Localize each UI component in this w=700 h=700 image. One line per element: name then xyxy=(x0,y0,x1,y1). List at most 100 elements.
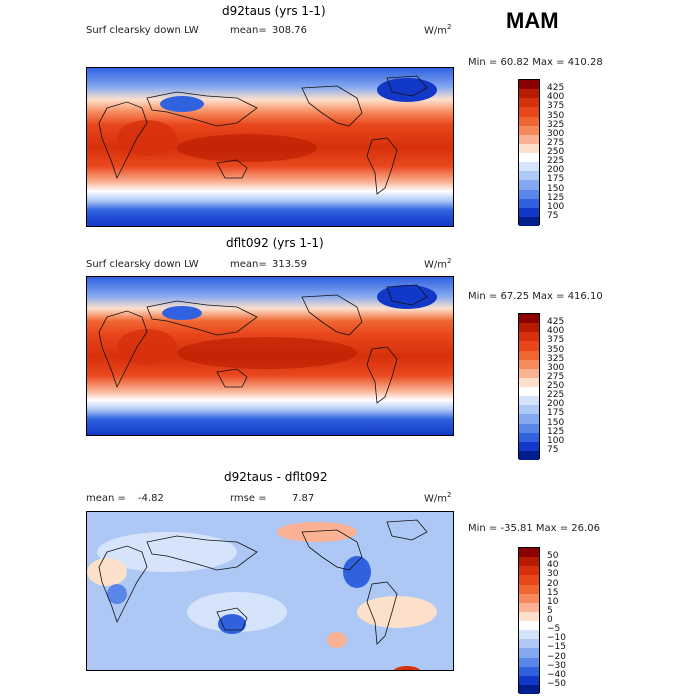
colorbar-swatch xyxy=(519,584,539,594)
colorbar-swatch xyxy=(519,593,539,603)
colorbar-tick-label: 275 xyxy=(547,137,565,148)
colorbar-swatch xyxy=(519,450,539,460)
colorbar-tick-label: 5 xyxy=(547,605,553,616)
panel1-mean-value: 308.76 xyxy=(272,25,307,36)
colorbar-tick-label: −10 xyxy=(547,633,566,644)
panel1-colorbar xyxy=(518,79,540,226)
colorbar-swatch xyxy=(519,630,539,640)
colorbar-tick-label: 100 xyxy=(547,201,565,212)
colorbar-swatch xyxy=(519,98,539,108)
colorbar-tick-label: 50 xyxy=(547,551,559,562)
colorbar-tick-label: −50 xyxy=(547,678,566,689)
season-label: MAM xyxy=(506,8,559,33)
colorbar-tick-label: −20 xyxy=(547,651,566,662)
colorbar-tick-label: 325 xyxy=(547,119,565,130)
colorbar-tick-label: −5 xyxy=(547,624,561,635)
colorbar-swatch xyxy=(519,675,539,685)
panel3-map xyxy=(86,511,454,671)
panel3-title: d92taus - dflt092 xyxy=(224,470,328,484)
panel1-map xyxy=(86,67,454,227)
colorbar-tick-label: 30 xyxy=(547,569,559,580)
colorbar-swatch xyxy=(519,153,539,163)
panel1-units: W/m2 xyxy=(424,23,452,37)
colorbar-tick-label: 225 xyxy=(547,156,565,167)
colorbar-swatch xyxy=(519,359,539,369)
colorbar-swatch xyxy=(519,566,539,576)
colorbar-tick-label: 125 xyxy=(547,426,565,437)
colorbar-swatch xyxy=(519,180,539,190)
panel1-title: d92taus (yrs 1-1) xyxy=(222,4,326,18)
panel2-colorbar xyxy=(518,313,540,460)
colorbar-swatch xyxy=(519,314,539,324)
colorbar-swatch xyxy=(519,89,539,99)
colorbar-tick-label: 15 xyxy=(547,587,559,598)
colorbar-tick-label: 10 xyxy=(547,596,559,607)
panel2-title: dflt092 (yrs 1-1) xyxy=(226,236,324,250)
panel2-minmax: Min = 67.25 Max = 416.10 xyxy=(468,291,603,302)
colorbar-swatch xyxy=(519,396,539,406)
colorbar-swatch xyxy=(519,332,539,342)
colorbar-tick-label: 75 xyxy=(547,210,559,221)
colorbar-swatch xyxy=(519,405,539,415)
colorbar-swatch xyxy=(519,575,539,585)
colorbar-swatch xyxy=(519,125,539,135)
panel2-units: W/m2 xyxy=(424,257,452,271)
colorbar-swatch xyxy=(519,684,539,694)
colorbar-tick-label: 275 xyxy=(547,371,565,382)
colorbar-swatch xyxy=(519,189,539,199)
colorbar-tick-label: 300 xyxy=(547,128,565,139)
colorbar-tick-label: 250 xyxy=(547,381,565,391)
colorbar-swatch xyxy=(519,350,539,360)
colorbar-swatch xyxy=(519,548,539,558)
colorbar-tick-label: 20 xyxy=(547,578,559,589)
colorbar-tick-label: 375 xyxy=(547,101,565,112)
colorbar-swatch xyxy=(519,648,539,658)
colorbar-swatch xyxy=(519,107,539,117)
colorbar-tick-label: 375 xyxy=(547,335,565,346)
colorbar-tick-label: 350 xyxy=(547,110,565,121)
colorbar-swatch xyxy=(519,639,539,649)
colorbar-swatch xyxy=(519,368,539,378)
colorbar-tick-label: 200 xyxy=(547,165,565,176)
colorbar-swatch xyxy=(519,611,539,621)
colorbar-swatch xyxy=(519,557,539,567)
colorbar-tick-label: 350 xyxy=(547,344,565,355)
panel2-mean-value: 313.59 xyxy=(272,259,307,270)
colorbar-swatch xyxy=(519,143,539,153)
colorbar-tick-label: 125 xyxy=(547,192,565,203)
panel1-mean-label: mean= xyxy=(230,25,267,36)
colorbar-tick-label: −15 xyxy=(547,642,566,653)
colorbar-swatch xyxy=(519,414,539,424)
panel3-minmax: Min = -35.81 Max = 26.06 xyxy=(468,523,600,534)
colorbar-tick-label: 250 xyxy=(547,147,565,157)
panel2-subtitle: Surf clearsky down LW xyxy=(86,259,199,270)
colorbar-swatch xyxy=(519,621,539,631)
colorbar-swatch xyxy=(519,602,539,612)
colorbar-swatch xyxy=(519,80,539,90)
colorbar-tick-label: 325 xyxy=(547,353,565,364)
panel3-units: W/m2 xyxy=(424,491,452,505)
colorbar-tick-label: 175 xyxy=(547,408,565,419)
colorbar-tick-label: 40 xyxy=(547,560,559,571)
panel1-subtitle: Surf clearsky down LW xyxy=(86,25,199,36)
colorbar-tick-label: 0 xyxy=(547,615,553,625)
colorbar-tick-label: 200 xyxy=(547,399,565,410)
colorbar-tick-label: −30 xyxy=(547,660,566,671)
colorbar-tick-label: 300 xyxy=(547,362,565,373)
panel1-minmax: Min = 60.82 Max = 410.28 xyxy=(468,57,603,68)
colorbar-swatch xyxy=(519,341,539,351)
colorbar-swatch xyxy=(519,657,539,667)
colorbar-tick-label: 400 xyxy=(547,92,565,103)
colorbar-swatch xyxy=(519,666,539,676)
colorbar-swatch xyxy=(519,441,539,451)
colorbar-tick-label: 150 xyxy=(547,183,565,194)
panel3-rmse-value: 7.87 xyxy=(292,493,315,504)
colorbar-swatch xyxy=(519,116,539,126)
colorbar-tick-label: 425 xyxy=(547,83,565,94)
panel2-mean-label: mean= xyxy=(230,259,267,270)
panel3-mean-label: mean = xyxy=(86,493,126,504)
colorbar-tick-label: 225 xyxy=(547,390,565,401)
colorbar-swatch xyxy=(519,432,539,442)
colorbar-swatch xyxy=(519,134,539,144)
panel3-colorbar xyxy=(518,547,540,694)
